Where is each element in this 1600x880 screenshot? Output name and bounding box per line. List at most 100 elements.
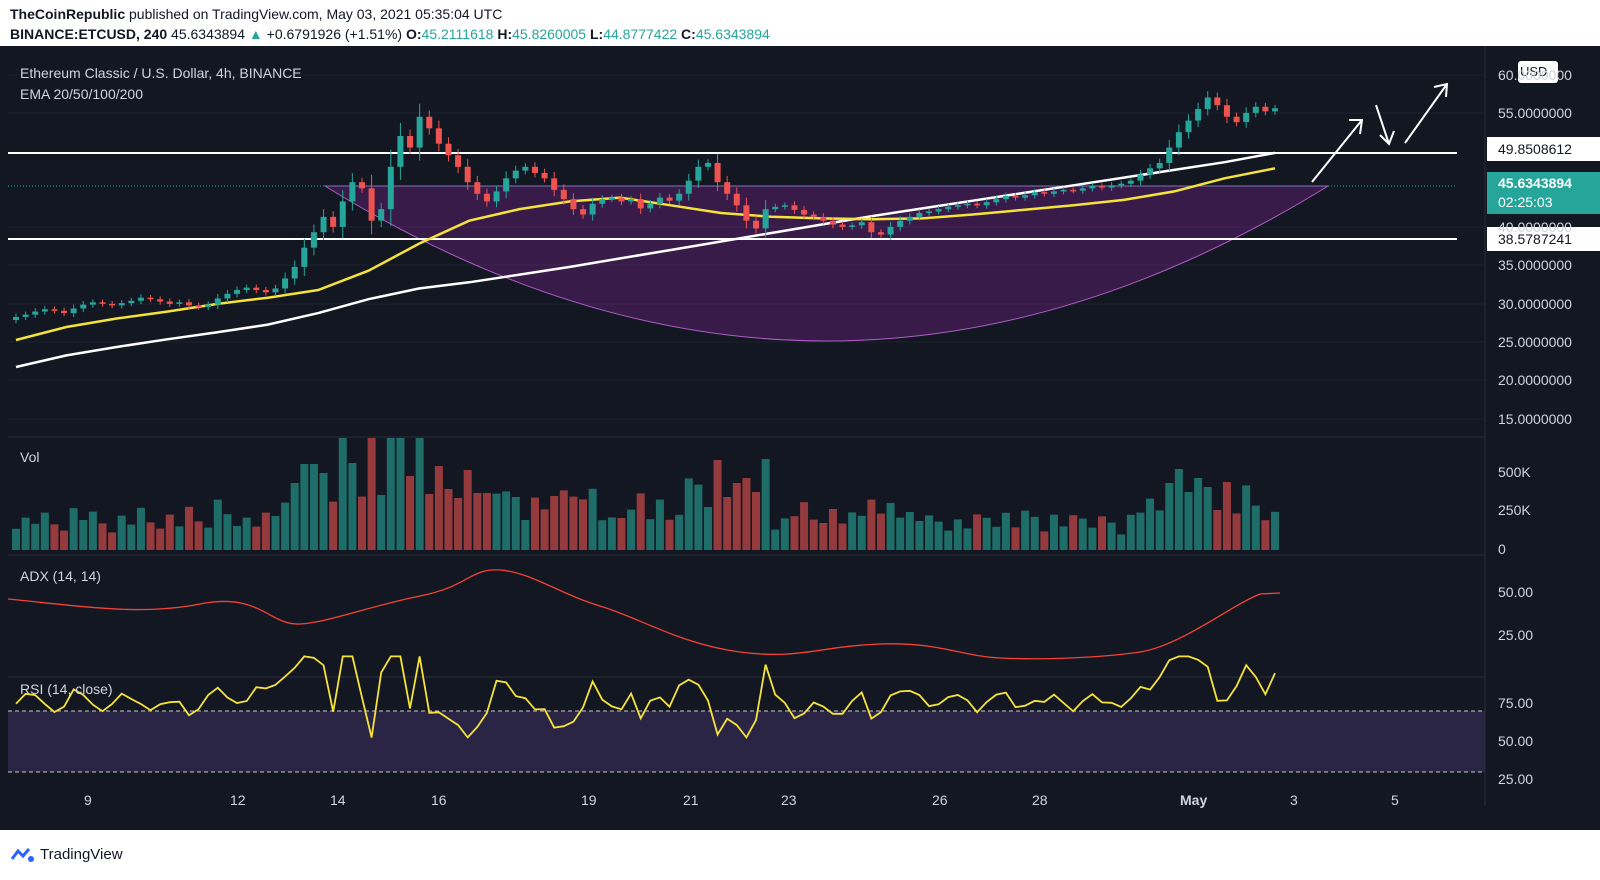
candle (656, 197, 663, 204)
volume-bar (1213, 510, 1222, 550)
chart-svg[interactable] (0, 46, 1600, 830)
candle (1108, 185, 1115, 188)
candle (954, 205, 961, 207)
time-tick: 9 (84, 792, 92, 808)
low-value: 44.8777422 (603, 26, 678, 42)
candle (320, 216, 327, 233)
volume-bar (1146, 498, 1155, 550)
candle (147, 297, 154, 300)
rsi-tick: 75.00 (1498, 695, 1534, 711)
candle (1002, 196, 1009, 200)
volume-bar (357, 496, 366, 550)
candle (1050, 191, 1057, 194)
candle (282, 278, 289, 289)
volume-bar (1222, 482, 1231, 550)
volume-bar (559, 490, 568, 550)
footer-brand[interactable]: TradingView (40, 846, 123, 863)
resistance-price-tag (1487, 137, 1600, 161)
time-tick: 5 (1391, 792, 1399, 808)
candle (1243, 112, 1250, 123)
price-tick: 55.0000000 (1498, 105, 1572, 121)
volume-bar (309, 464, 318, 550)
candle (820, 216, 827, 221)
candle (416, 116, 423, 148)
candle (32, 311, 39, 315)
volume-bar (944, 530, 953, 550)
candle (570, 199, 577, 210)
rsi-label[interactable]: RSI (14, close) (20, 681, 113, 697)
low-label: L: (589, 26, 604, 42)
candle (51, 309, 58, 311)
candle (983, 202, 990, 206)
candle (1262, 106, 1269, 112)
volume-tick: 500K (1498, 464, 1531, 480)
support-price: 38.5787241 (1498, 231, 1572, 247)
candle (474, 182, 481, 194)
candle (445, 143, 452, 156)
chart-area[interactable]: Ethereum Classic / U.S. Dollar, 4h, BINA… (0, 46, 1600, 830)
volume-bar (12, 528, 20, 550)
volume-bar (963, 528, 972, 550)
volume-bar (925, 515, 934, 550)
volume-bar (809, 519, 818, 550)
volume-bar (184, 506, 193, 550)
volume-bar (857, 515, 866, 550)
candle (637, 199, 644, 209)
candle (1022, 195, 1029, 198)
volume-bar (848, 512, 857, 550)
volume-bar (136, 507, 145, 550)
candle (1060, 189, 1067, 192)
candle (993, 199, 1000, 203)
published-text: published on TradingView.com, May 03, 20… (129, 6, 503, 22)
indicator-label[interactable]: EMA 20/50/100/200 (20, 86, 143, 102)
candle (339, 201, 346, 227)
currency-badge[interactable] (1518, 61, 1558, 83)
candle (724, 182, 731, 194)
volume-bar (79, 520, 88, 550)
volume-bar (1155, 510, 1164, 550)
volume-bar (1021, 510, 1030, 550)
candle (483, 193, 490, 202)
volume-tick: 0 (1498, 541, 1506, 557)
candle (262, 290, 269, 293)
volume-bar (473, 493, 482, 550)
volume-bar (233, 526, 242, 550)
volume-bar (1126, 514, 1135, 550)
volume-bar (1078, 518, 1087, 550)
symbol-label: BINANCE:ETCUSD, 240 (10, 26, 168, 42)
candle (877, 232, 884, 235)
candle (1223, 105, 1230, 117)
candle (1137, 174, 1144, 181)
candle (522, 166, 529, 171)
candle (743, 205, 750, 221)
volume-bar (348, 463, 357, 550)
volume-bar (953, 519, 962, 550)
candle (137, 297, 144, 301)
candle (762, 209, 769, 229)
volume-bar (550, 496, 559, 550)
projection-arrows[interactable] (1311, 82, 1449, 183)
candle (176, 302, 183, 304)
rsi-tick: 50.00 (1498, 733, 1534, 749)
volume-bar (386, 438, 395, 550)
candle (224, 293, 231, 299)
adx-label[interactable]: ADX (14, 14) (20, 568, 101, 584)
volume-bar (617, 518, 626, 550)
volume-bar (69, 508, 78, 550)
volume-bar (569, 496, 578, 550)
candle (906, 216, 913, 221)
candle (41, 309, 48, 312)
candle (185, 302, 192, 306)
volume-bar (1059, 526, 1068, 550)
time-tick: May (1180, 792, 1208, 808)
resistance-price: 49.8508612 (1498, 141, 1572, 157)
volume-bar (1117, 534, 1126, 550)
volume-bar (204, 527, 213, 550)
volume-label[interactable]: Vol (20, 449, 40, 465)
volume-bar (819, 523, 828, 550)
candle (195, 305, 202, 307)
publisher-name[interactable]: TheCoinRepublic (10, 6, 126, 22)
candle (628, 199, 635, 202)
volume-bar (194, 521, 203, 550)
footer: TradingView (0, 830, 1600, 880)
